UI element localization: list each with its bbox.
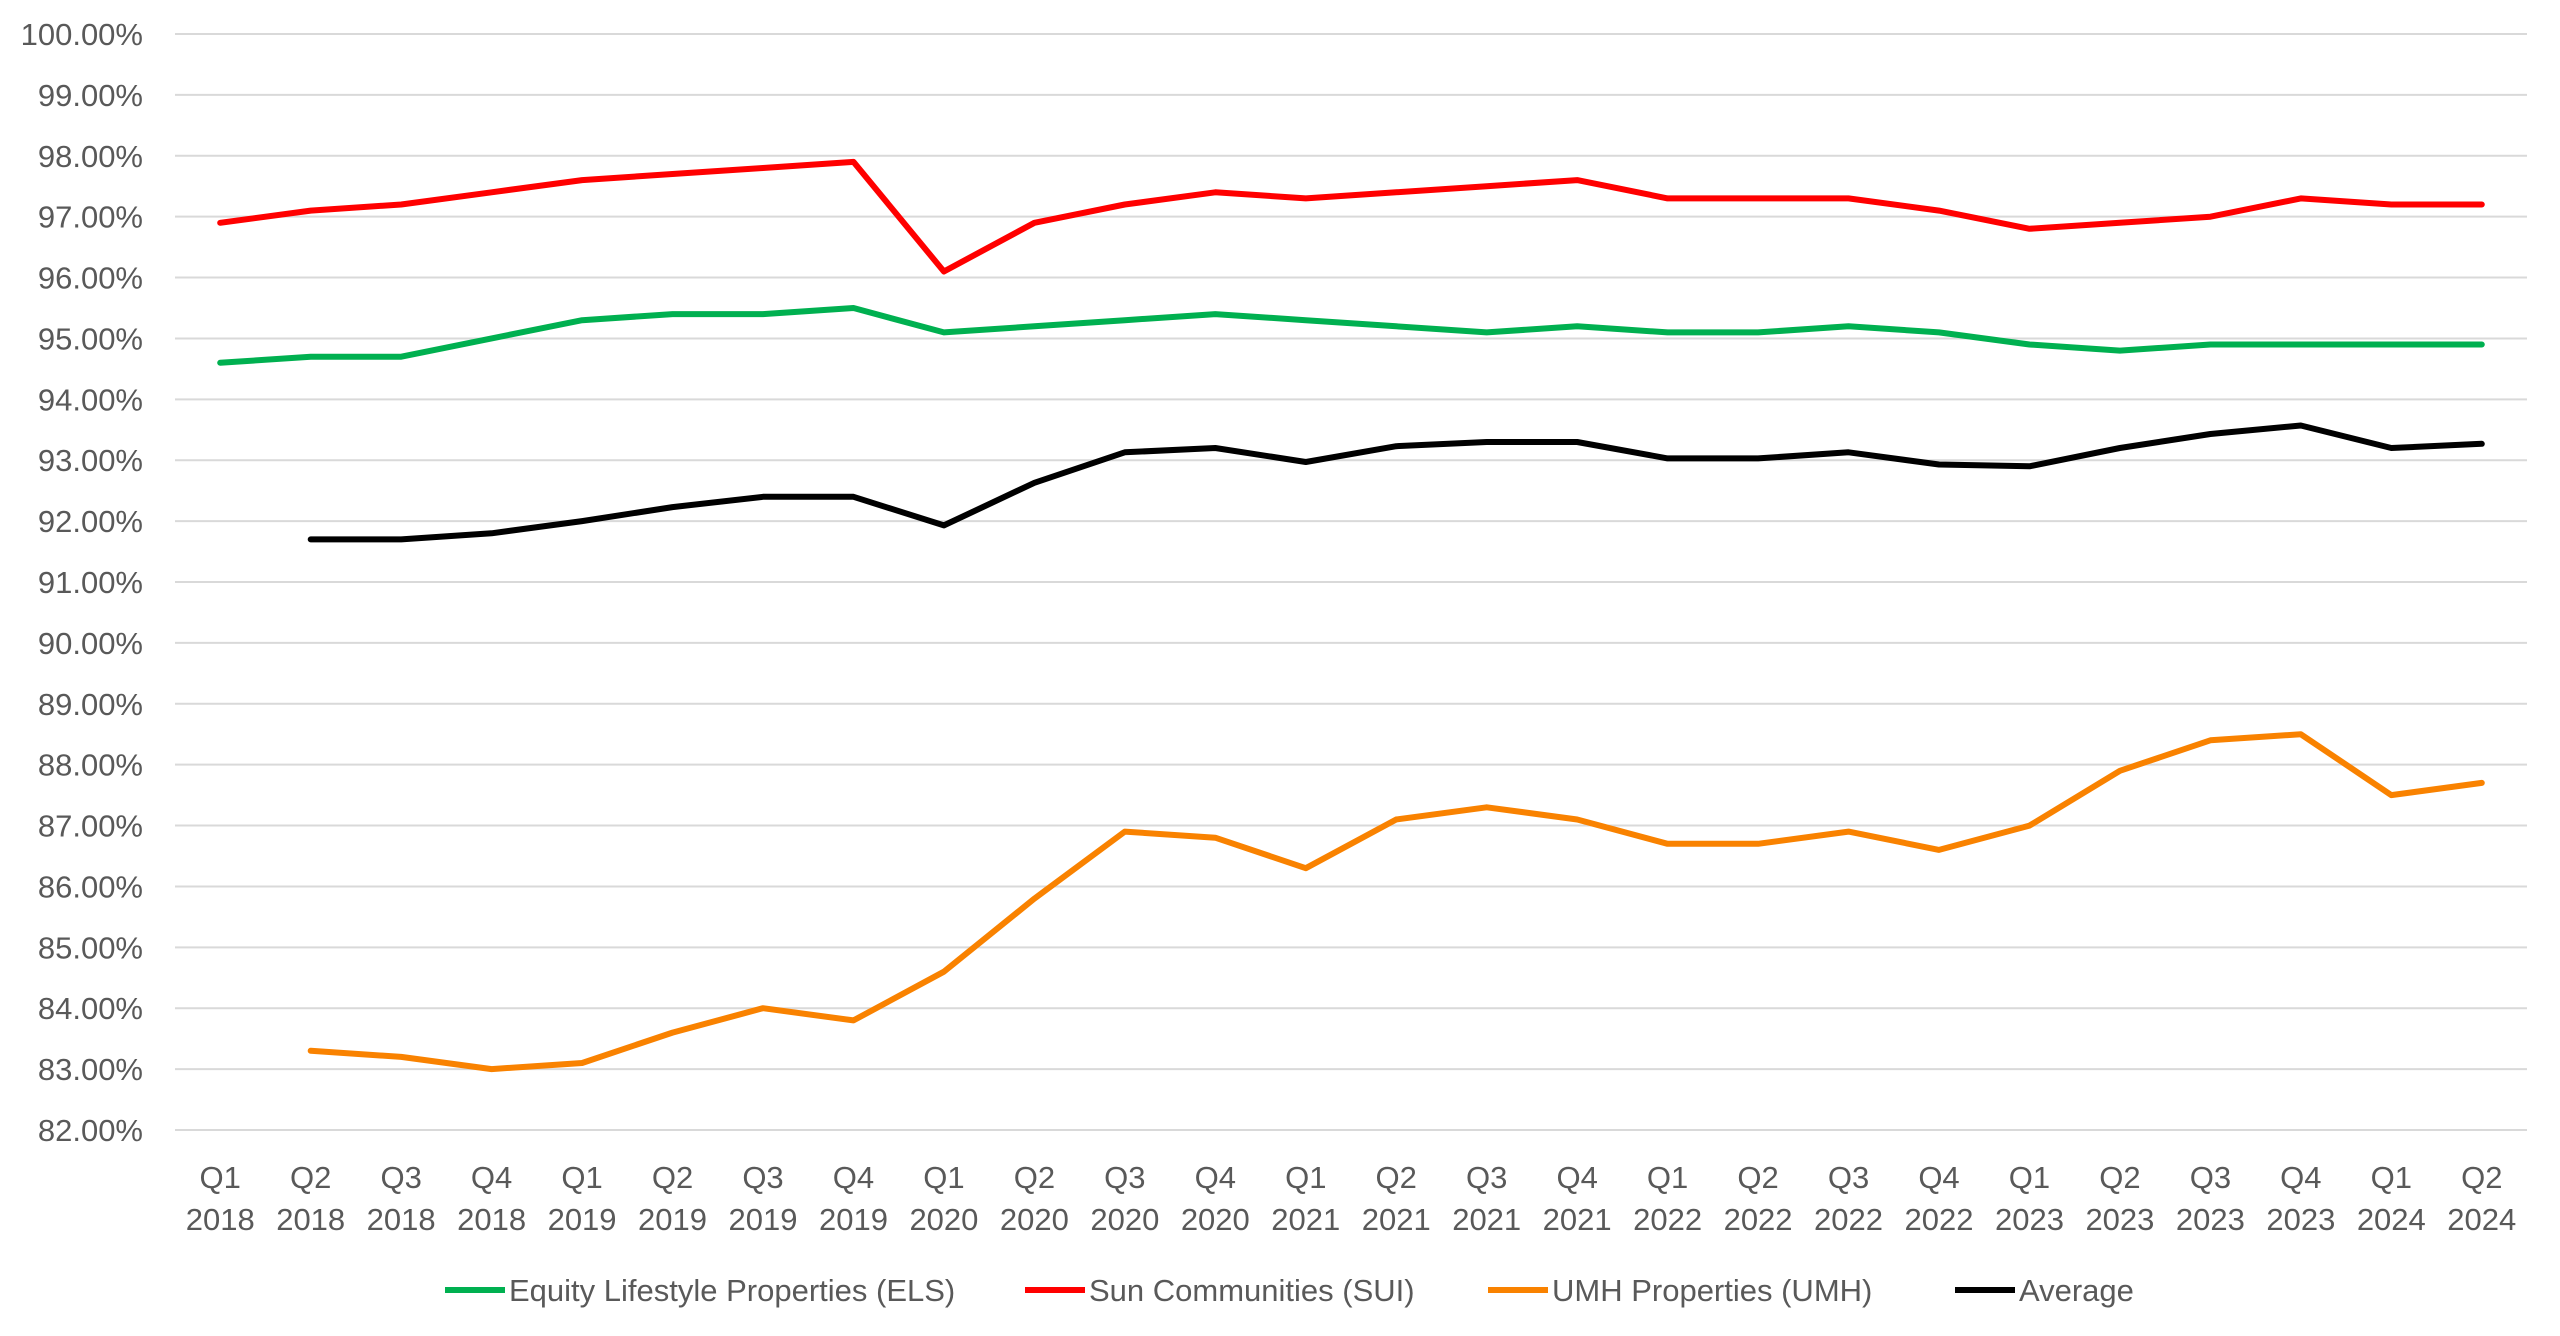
x-tick-label-quarter: Q2 — [290, 1160, 331, 1195]
x-tick-label-year: 2019 — [548, 1202, 617, 1237]
y-tick-label: 98.00% — [38, 139, 143, 174]
y-tick-label: 93.00% — [38, 443, 143, 478]
x-tick-label-year: 2019 — [729, 1202, 798, 1237]
x-tick-label-year: 2021 — [1362, 1202, 1431, 1237]
legend-label: Average — [2019, 1273, 2134, 1308]
x-tick-label-quarter: Q3 — [742, 1160, 783, 1195]
x-tick-label-quarter: Q4 — [1918, 1160, 1959, 1195]
x-tick-label-year: 2018 — [457, 1202, 526, 1237]
x-tick-label-year: 2020 — [909, 1202, 978, 1237]
x-tick-label-quarter: Q2 — [1376, 1160, 1417, 1195]
x-tick-label-year: 2018 — [367, 1202, 436, 1237]
x-tick-label-quarter: Q3 — [1466, 1160, 1507, 1195]
x-tick-label-quarter: Q3 — [380, 1160, 421, 1195]
legend: Equity Lifestyle Properties (ELS) Sun Com… — [445, 1273, 2134, 1308]
x-tick-label-year: 2018 — [276, 1202, 345, 1237]
y-tick-label: 86.00% — [38, 869, 143, 904]
legend-label: Sun Communities (SUI) — [1089, 1273, 1415, 1308]
y-tick-label: 89.00% — [38, 687, 143, 722]
x-tick-label-quarter: Q4 — [1195, 1160, 1236, 1195]
series-lines — [217, 158, 2485, 1073]
x-tick-label-quarter: Q1 — [1285, 1160, 1326, 1195]
x-tick-label-quarter: Q1 — [561, 1160, 602, 1195]
legend-label: Equity Lifestyle Properties (ELS) — [509, 1273, 955, 1308]
series-line-equity-lifestyle-properties-els — [217, 305, 2485, 366]
y-tick-label: 83.00% — [38, 1052, 143, 1087]
y-tick-label: 82.00% — [38, 1113, 143, 1148]
x-tick-label-year: 2018 — [186, 1202, 255, 1237]
series-line-umh-properties-umh — [307, 731, 2485, 1073]
x-tick-label-year: 2020 — [1181, 1202, 1250, 1237]
x-axis: Q1 2018 Q2 2018 Q3 2018 Q4 2018 Q1 2019 Q2 2019 Q3 20… — [175, 1129, 2527, 1237]
y-tick-label: 87.00% — [38, 809, 143, 844]
x-tick-label-quarter: Q2 — [2461, 1160, 2502, 1195]
x-tick-label-year: 2023 — [1995, 1202, 2064, 1237]
y-tick-label: 91.00% — [38, 565, 143, 600]
x-tick-label-year: 2019 — [819, 1202, 888, 1237]
legend-label: UMH Properties (UMH) — [1552, 1273, 1872, 1308]
x-tick-label-year: 2022 — [1633, 1202, 1702, 1237]
x-tick-label-year: 2021 — [1452, 1202, 1521, 1237]
gridlines — [175, 33, 2527, 1131]
x-tick-label-year: 2021 — [1271, 1202, 1340, 1237]
y-tick-label: 90.00% — [38, 626, 143, 661]
x-tick-label-quarter: Q4 — [833, 1160, 874, 1195]
x-tick-label-year: 2019 — [638, 1202, 707, 1237]
x-tick-label-quarter: Q1 — [923, 1160, 964, 1195]
x-tick-label-year: 2022 — [1724, 1202, 1793, 1237]
x-tick-label-year: 2022 — [1905, 1202, 1974, 1237]
y-tick-label: 96.00% — [38, 261, 143, 296]
x-tick-label-quarter: Q4 — [471, 1160, 512, 1195]
y-tick-label: 100.00% — [21, 17, 143, 52]
y-tick-label: 84.00% — [38, 991, 143, 1026]
series-line-average — [307, 422, 2485, 543]
x-tick-label-year: 2024 — [2357, 1202, 2426, 1237]
x-tick-label-quarter: Q2 — [1737, 1160, 1778, 1195]
x-tick-label-quarter: Q3 — [1104, 1160, 1145, 1195]
x-tick-label-quarter: Q2 — [652, 1160, 693, 1195]
x-tick-label-year: 2021 — [1543, 1202, 1612, 1237]
y-tick-label: 97.00% — [38, 200, 143, 235]
y-tick-label: 88.00% — [38, 748, 143, 783]
x-tick-label-quarter: Q1 — [2009, 1160, 2050, 1195]
x-tick-label-quarter: Q4 — [1556, 1160, 1597, 1195]
x-tick-label-quarter: Q1 — [1647, 1160, 1688, 1195]
x-tick-label-quarter: Q2 — [1014, 1160, 1055, 1195]
x-tick-label-year: 2023 — [2176, 1202, 2245, 1237]
x-tick-label-quarter: Q1 — [2371, 1160, 2412, 1195]
x-tick-label-quarter: Q1 — [200, 1160, 241, 1195]
x-tick-label-year: 2023 — [2266, 1202, 2335, 1237]
x-tick-label-year: 2023 — [2085, 1202, 2154, 1237]
x-tick-label-year: 2024 — [2447, 1202, 2516, 1237]
y-tick-label: 92.00% — [38, 504, 143, 539]
x-tick-label-quarter: Q2 — [2099, 1160, 2140, 1195]
y-tick-label: 94.00% — [38, 382, 143, 417]
y-tick-label: 85.00% — [38, 930, 143, 965]
y-tick-label: 99.00% — [38, 78, 143, 113]
y-axis: 82.00% 83.00% 84.00% 85.00% 86.00% 87.00% 88.0… — [21, 17, 143, 1148]
x-tick-label-quarter: Q4 — [2280, 1160, 2321, 1195]
series-line-sun-communities-sui — [217, 158, 2485, 275]
x-tick-label-quarter: Q3 — [2190, 1160, 2231, 1195]
x-tick-label-year: 2020 — [1090, 1202, 1159, 1237]
x-tick-label-year: 2022 — [1814, 1202, 1883, 1237]
x-tick-label-quarter: Q3 — [1828, 1160, 1869, 1195]
x-tick-label-year: 2020 — [1000, 1202, 1069, 1237]
y-tick-label: 95.00% — [38, 321, 143, 356]
